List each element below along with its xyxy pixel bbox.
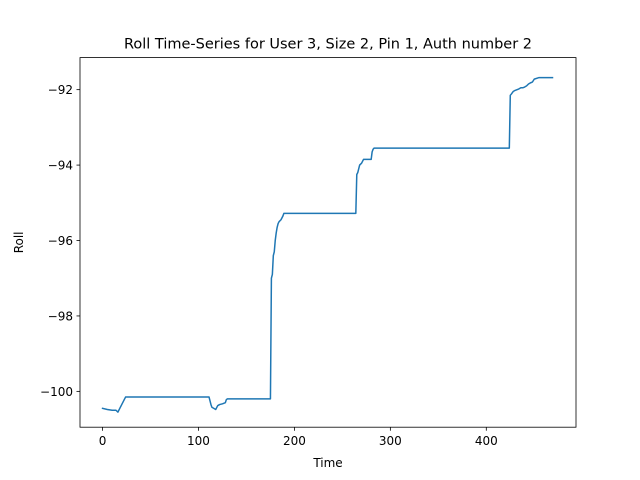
y-tick-label: −92 [48,83,73,97]
y-tick-label: −100 [40,385,73,399]
y-tick-label: −94 [48,159,73,173]
x-axis-ticks: 0 100 200 300 400 [99,427,498,448]
y-tick-label: −98 [48,309,73,323]
axes-background [80,57,576,428]
y-tick-label: −96 [48,234,73,248]
chart-title: Roll Time-Series for User 3, Size 2, Pin… [124,37,532,53]
y-axis-ticks: −100 −98 −96 −94 −92 [40,83,80,399]
axes-frame [79,57,577,428]
x-tick-label: 0 [99,434,107,448]
x-tick-label: 200 [283,434,306,448]
plot-area [79,57,577,428]
x-axis-label: Time [312,456,342,470]
y-axis-label: Roll [12,231,26,253]
x-tick-label: 400 [475,434,498,448]
x-tick-label: 100 [187,434,210,448]
series-line-0 [101,76,554,413]
data-layer [101,76,554,413]
x-tick-label: 300 [379,434,402,448]
